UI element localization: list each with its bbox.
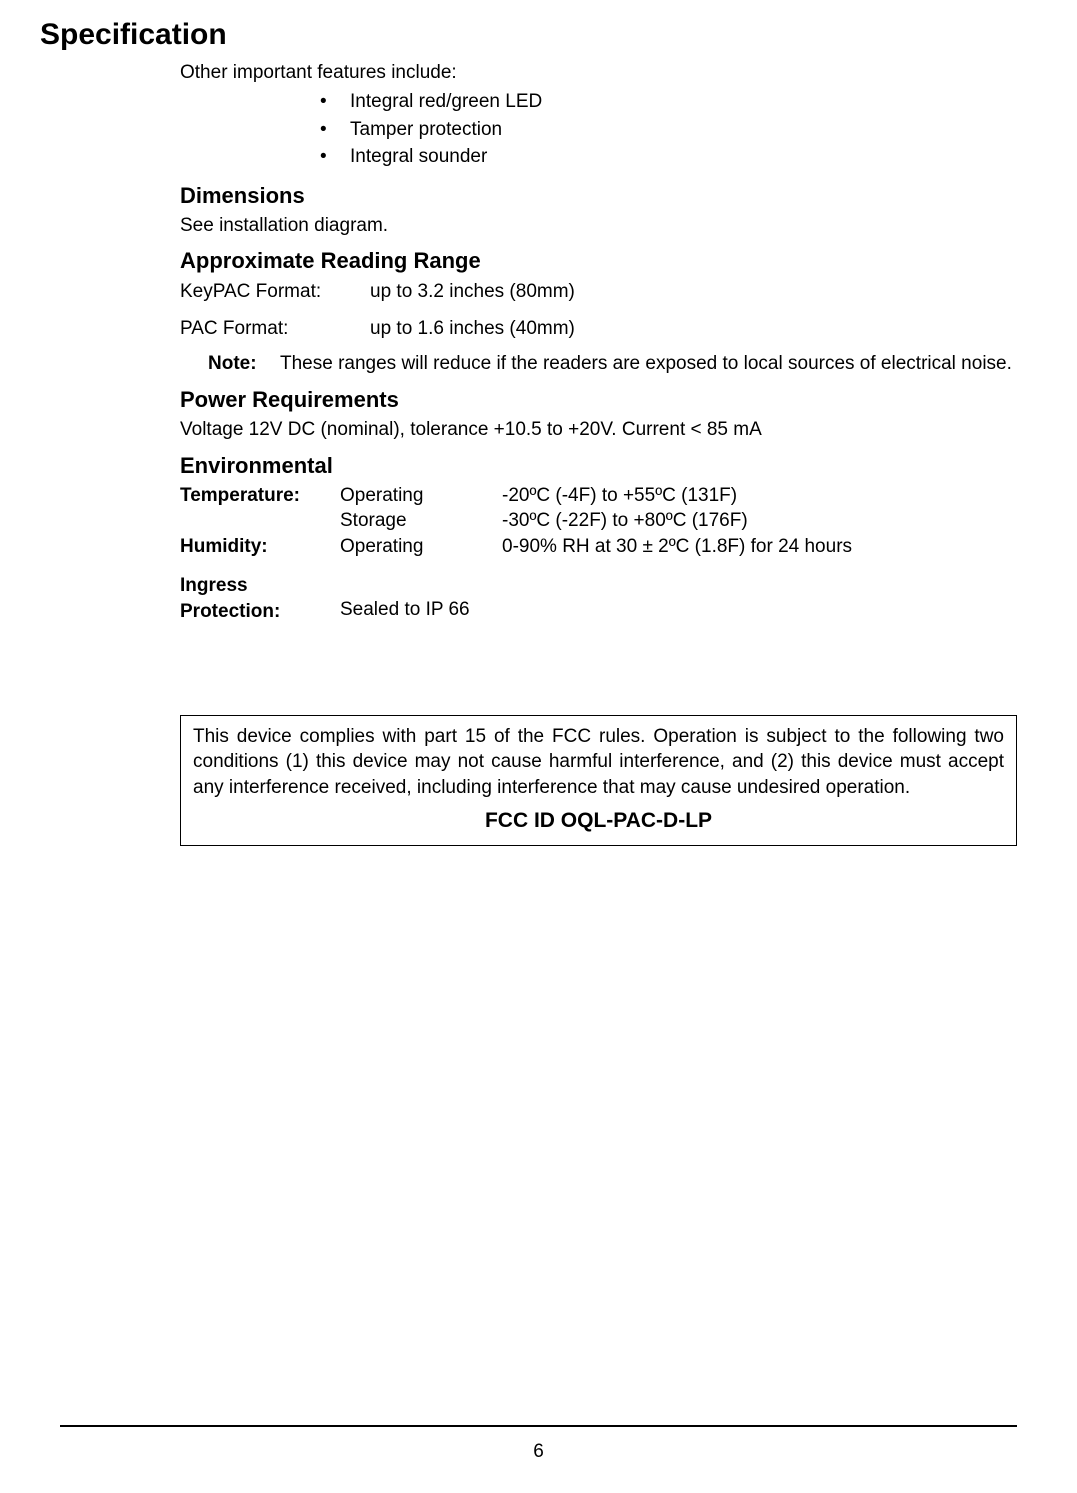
fcc-text: This device complies with part 15 of the… bbox=[193, 724, 1004, 801]
spec-value: up to 1.6 inches (40mm) bbox=[370, 315, 1017, 344]
content-block: Other important features include: Integr… bbox=[180, 62, 1017, 846]
footer-divider bbox=[60, 1425, 1017, 1427]
page-number: 6 bbox=[60, 1441, 1017, 1463]
env-value: -30ºC (-22F) to +80ºC (176F) bbox=[502, 508, 1017, 534]
table-row: Temperature: Operating -20ºC (-4F) to +5… bbox=[180, 483, 1017, 509]
spec-row: KeyPAC Format: up to 3.2 inches (80mm) bbox=[180, 278, 1017, 307]
env-value: -20ºC (-4F) to +55ºC (131F) bbox=[502, 483, 1017, 509]
list-item: Integral sounder bbox=[320, 143, 1017, 171]
reading-range-heading: Approximate Reading Range bbox=[180, 248, 1017, 274]
power-text: Voltage 12V DC (nominal), tolerance +10.… bbox=[180, 417, 1017, 443]
spec-label: PAC Format: bbox=[180, 315, 370, 344]
table-row: Humidity: Operating 0-90% RH at 30 ± 2ºC… bbox=[180, 534, 1017, 560]
ingress-value: Sealed to IP 66 bbox=[340, 573, 1017, 624]
dimensions-text: See installation diagram. bbox=[180, 213, 1017, 239]
intro-text: Other important features include: bbox=[180, 62, 1017, 84]
power-heading: Power Requirements bbox=[180, 387, 1017, 413]
note-text: These ranges will reduce if the readers … bbox=[280, 351, 1017, 377]
environmental-table: Temperature: Operating -20ºC (-4F) to +5… bbox=[180, 483, 1017, 560]
note-row: Note: These ranges will reduce if the re… bbox=[208, 351, 1017, 377]
fcc-id: FCC ID OQL-PAC-D-LP bbox=[193, 807, 1004, 835]
env-mode: Operating bbox=[340, 483, 502, 509]
env-mode: Storage bbox=[340, 508, 502, 534]
main-heading: Specification bbox=[40, 18, 1017, 52]
list-item: Integral red/green LED bbox=[320, 88, 1017, 116]
page-footer: 6 bbox=[60, 1425, 1017, 1463]
table-row: Storage -30ºC (-22F) to +80ºC (176F) bbox=[180, 508, 1017, 534]
list-item: Tamper protection bbox=[320, 116, 1017, 144]
env-label bbox=[180, 508, 340, 534]
env-label: Temperature: bbox=[180, 483, 340, 509]
spec-label: KeyPAC Format: bbox=[180, 278, 370, 307]
features-list: Integral red/green LED Tamper protection… bbox=[320, 88, 1017, 171]
page-content: Specification Other important features i… bbox=[0, 0, 1077, 846]
spec-row: PAC Format: up to 1.6 inches (40mm) bbox=[180, 315, 1017, 344]
env-value: 0-90% RH at 30 ± 2ºC (1.8F) for 24 hours bbox=[502, 534, 1017, 560]
ingress-label: Ingress Protection: bbox=[180, 573, 340, 624]
env-mode: Operating bbox=[340, 534, 502, 560]
dimensions-heading: Dimensions bbox=[180, 183, 1017, 209]
environmental-heading: Environmental bbox=[180, 453, 1017, 479]
note-label: Note: bbox=[208, 351, 280, 377]
ingress-label-line1: Ingress bbox=[180, 575, 248, 596]
spec-value: up to 3.2 inches (80mm) bbox=[370, 278, 1017, 307]
fcc-compliance-box: This device complies with part 15 of the… bbox=[180, 715, 1017, 846]
env-label: Humidity: bbox=[180, 534, 340, 560]
ingress-label-line2: Protection: bbox=[180, 601, 280, 622]
ingress-block: Ingress Protection: Sealed to IP 66 bbox=[180, 573, 1017, 624]
